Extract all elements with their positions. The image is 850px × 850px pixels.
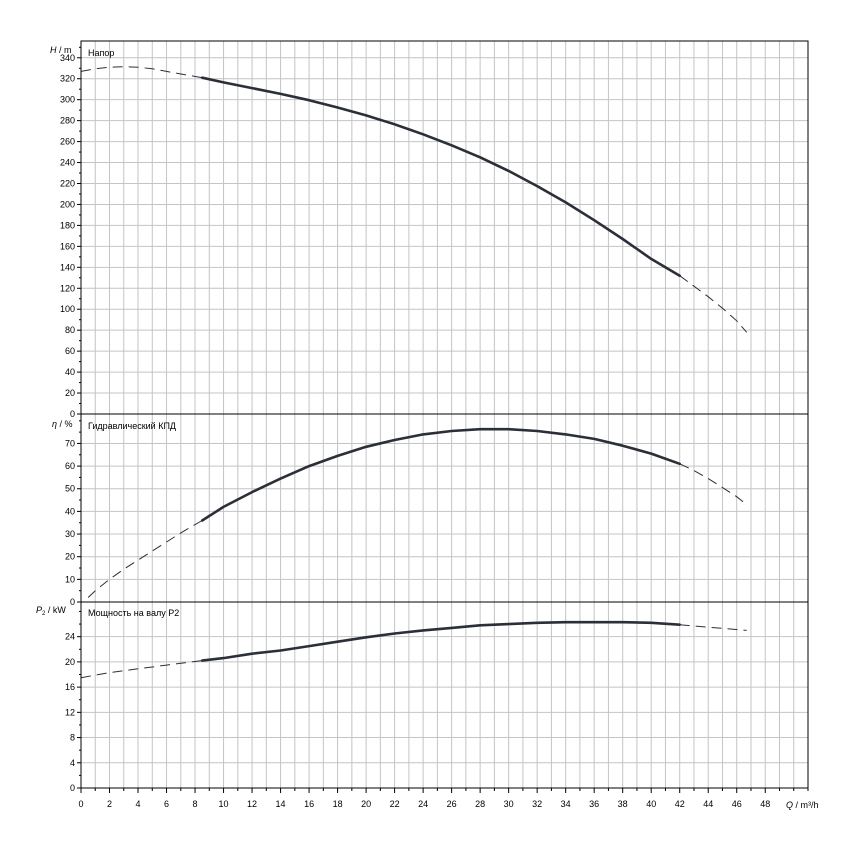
y-tick-label-head: 320: [60, 74, 75, 84]
x-tick-label: 2: [107, 799, 112, 809]
y-tick-label-power: 20: [65, 657, 75, 667]
x-tick-label: 10: [219, 799, 229, 809]
x-axis-unit: m³/h: [801, 800, 819, 810]
y-axis-var-efficiency: η: [52, 419, 57, 429]
y-axis-label-efficiency: η / %: [52, 419, 73, 429]
y-tick-label-efficiency: 20: [65, 552, 75, 562]
x-tick-label: 28: [475, 799, 485, 809]
x-tick-label: 46: [732, 799, 742, 809]
efficiency-curve-dashed-2: [679, 463, 748, 505]
y-axis-label-power: P2 / kW: [36, 605, 66, 617]
y-tick-label-head: 80: [65, 325, 75, 335]
y-tick-label-head: 200: [60, 199, 75, 209]
x-tick-label: 16: [304, 799, 314, 809]
y-tick-label-efficiency: 30: [65, 529, 75, 539]
y-tick-label-efficiency: 50: [65, 484, 75, 494]
panel-title-power: Мощность на валу P2: [88, 608, 179, 618]
x-tick-label: 22: [390, 799, 400, 809]
x-tick-label: 30: [504, 799, 514, 809]
y-tick-label-efficiency: 40: [65, 506, 75, 516]
x-axis-label: Q / m³/h: [786, 800, 819, 810]
y-axis-unit-efficiency: %: [65, 419, 73, 429]
efficiency-curve-solid-1: [200, 427, 681, 522]
y-tick-label-head: 280: [60, 116, 75, 126]
y-tick-label-efficiency: 70: [65, 438, 75, 448]
y-tick-label-power: 12: [65, 707, 75, 717]
x-tick-label: 38: [618, 799, 628, 809]
x-tick-label: 36: [589, 799, 599, 809]
y-tick-label-head: 60: [65, 346, 75, 356]
y-tick-label-head: 240: [60, 158, 75, 168]
y-tick-label-efficiency: 0: [70, 597, 75, 607]
y-axis-unit-head: m: [64, 45, 72, 55]
x-tick-label: 24: [418, 799, 428, 809]
y-axis-unit-power: kW: [53, 605, 67, 615]
x-tick-label: 42: [675, 799, 685, 809]
y-tick-label-head: 40: [65, 367, 75, 377]
x-tick-label: 14: [276, 799, 286, 809]
panel-title-head: Напор: [88, 48, 114, 58]
x-tick-label: 0: [78, 799, 83, 809]
x-tick-label: 4: [136, 799, 141, 809]
x-tick-label: 44: [703, 799, 713, 809]
x-tick-label: 20: [361, 799, 371, 809]
y-tick-label-head: 260: [60, 137, 75, 147]
y-tick-label-head: 120: [60, 283, 75, 293]
head-curve-solid-1: [200, 76, 681, 277]
power-curve-solid-1: [200, 620, 681, 662]
y-tick-label-head: 220: [60, 178, 75, 188]
y-tick-label-power: 0: [70, 783, 75, 793]
x-tick-label: 32: [532, 799, 542, 809]
x-tick-label: 26: [447, 799, 457, 809]
x-tick-label: 6: [164, 799, 169, 809]
y-tick-label-power: 16: [65, 682, 75, 692]
y-tick-label-head: 140: [60, 262, 75, 272]
y-tick-label-head: 20: [65, 388, 75, 398]
y-tick-label-efficiency: 60: [65, 461, 75, 471]
head-curve-dashed-0: [80, 66, 203, 79]
y-tick-label-power: 24: [65, 632, 75, 642]
y-tick-label-power: 4: [70, 758, 75, 768]
curves: [80, 66, 748, 679]
y-tick-label-head: 100: [60, 304, 75, 314]
x-tick-label: 34: [561, 799, 571, 809]
x-tick-label: 12: [247, 799, 257, 809]
y-tick-label-efficiency: 10: [65, 574, 75, 584]
panel-title-efficiency: Гидравлический КПД: [88, 421, 176, 431]
y-axis-var-head: H: [50, 45, 57, 55]
y-tick-label-head: 160: [60, 241, 75, 251]
power-curve-dashed-0: [80, 660, 203, 679]
axes: 0204060801001201401601802002202402602803…: [60, 40, 809, 809]
y-tick-label-head: 0: [70, 409, 75, 419]
y-tick-label-power: 8: [70, 733, 75, 743]
x-tick-label: 18: [333, 799, 343, 809]
x-tick-label: 8: [193, 799, 198, 809]
y-tick-label-head: 180: [60, 220, 75, 230]
x-axis-var: Q: [786, 800, 793, 810]
y-axis-var-power: P: [36, 605, 42, 615]
y-tick-label-head: 300: [60, 95, 75, 105]
y-axis-label-head: H / m: [50, 45, 72, 55]
power-curve-dashed-2: [679, 624, 747, 631]
y-tick-label-head: 340: [60, 53, 75, 63]
y-axis-sub-power: 2: [42, 611, 46, 617]
x-tick-label: 40: [646, 799, 656, 809]
efficiency-curve-dashed-0: [87, 520, 203, 598]
x-tick-label: 48: [760, 799, 770, 809]
